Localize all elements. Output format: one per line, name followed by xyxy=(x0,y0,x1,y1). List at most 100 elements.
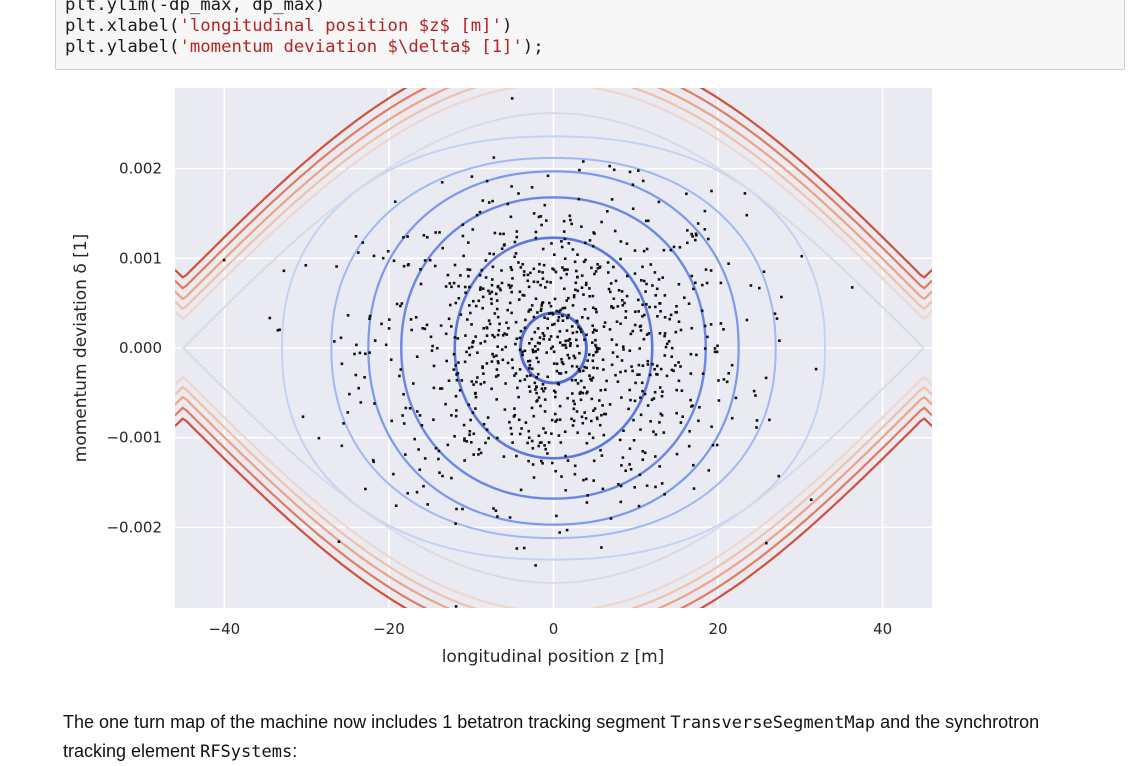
particle-point xyxy=(591,376,595,380)
particle-point xyxy=(482,327,485,330)
particle-point xyxy=(644,290,647,293)
particle-point xyxy=(576,253,579,256)
particle-point xyxy=(517,418,521,422)
particle-point xyxy=(481,287,485,290)
particle-point xyxy=(469,311,472,315)
particle-point xyxy=(340,362,344,366)
particle-point xyxy=(492,355,496,358)
particle-point xyxy=(575,365,579,368)
particle-point xyxy=(590,419,593,423)
particle-point xyxy=(549,304,553,308)
particle-point xyxy=(527,436,531,439)
outer-contour xyxy=(175,395,932,608)
particle-point xyxy=(709,269,713,272)
particle-point xyxy=(585,501,589,504)
particle-point xyxy=(651,362,654,366)
particle-point xyxy=(361,241,365,244)
particle-point xyxy=(394,504,398,507)
particle-point xyxy=(677,283,681,286)
particle-point xyxy=(570,222,573,226)
code-cell[interactable]: plt.ylim(-dp_max, dp_max) plt.xlabel('lo… xyxy=(55,0,1125,70)
particle-point xyxy=(562,268,566,272)
particle-point xyxy=(591,306,595,310)
particle-point xyxy=(419,282,423,286)
particle-point xyxy=(510,432,513,436)
particle-point xyxy=(572,419,576,423)
particle-point xyxy=(607,271,610,274)
particle-point xyxy=(696,222,700,225)
particle-point xyxy=(633,323,637,327)
particle-point xyxy=(678,246,682,249)
particle-point xyxy=(552,350,556,354)
particle-point xyxy=(704,268,708,271)
particle-point xyxy=(544,447,547,451)
particle-point xyxy=(609,517,613,520)
particle-point xyxy=(514,342,517,346)
particle-point xyxy=(653,368,656,371)
particle-point xyxy=(688,430,691,433)
particle-point xyxy=(439,387,442,390)
particle-point xyxy=(423,259,427,262)
particle-point xyxy=(431,344,434,348)
particle-point xyxy=(454,394,458,398)
particle-point xyxy=(570,325,574,328)
particle-point xyxy=(453,263,457,267)
particle-point xyxy=(660,482,664,485)
particle-point xyxy=(583,386,586,389)
particle-point xyxy=(355,343,358,347)
particle-point xyxy=(537,396,541,399)
particle-point xyxy=(578,392,581,395)
particle-point xyxy=(630,365,633,368)
particle-point xyxy=(639,329,643,332)
particle-point xyxy=(558,418,562,421)
particle-point xyxy=(542,337,545,341)
particle-point xyxy=(429,335,433,339)
particle-point xyxy=(357,386,360,390)
particle-point xyxy=(558,341,562,344)
particle-point xyxy=(477,453,480,456)
particle-point xyxy=(577,326,580,329)
particle-point xyxy=(566,396,569,400)
particle-point xyxy=(656,315,659,318)
particle-point xyxy=(510,97,514,100)
particle-point xyxy=(461,507,464,511)
particle-point xyxy=(611,351,615,354)
particle-point xyxy=(675,388,678,392)
particle-point xyxy=(474,335,477,338)
particle-point xyxy=(433,264,437,268)
particle-point xyxy=(586,359,589,362)
particle-point xyxy=(517,261,520,264)
particle-point xyxy=(531,350,535,354)
particle-point xyxy=(496,374,500,377)
particle-point xyxy=(640,381,644,385)
particle-point xyxy=(402,422,406,425)
particle-point xyxy=(622,348,625,351)
particle-point xyxy=(461,234,465,238)
particle-point xyxy=(719,281,723,285)
particle-point xyxy=(589,377,592,381)
particle-point xyxy=(681,415,684,418)
particle-point xyxy=(542,389,545,393)
particle-point xyxy=(588,295,591,298)
particle-point xyxy=(762,270,766,273)
particle-point xyxy=(601,404,604,407)
particle-point xyxy=(574,281,578,285)
particle-point xyxy=(471,411,475,414)
particle-point xyxy=(689,352,693,356)
particle-point xyxy=(581,391,585,395)
particle-point xyxy=(778,339,781,342)
particle-point xyxy=(519,329,523,333)
particle-point xyxy=(530,439,534,443)
particle-point xyxy=(625,294,629,298)
particle-point xyxy=(734,396,738,400)
particle-point xyxy=(656,373,659,376)
particle-point xyxy=(687,302,691,305)
particle-point xyxy=(628,349,632,352)
particle-point xyxy=(493,335,496,339)
particle-point xyxy=(645,303,648,306)
particle-point xyxy=(703,228,707,231)
particle-point xyxy=(401,414,404,417)
particle-point xyxy=(476,351,479,354)
particle-point xyxy=(534,297,538,300)
particle-point xyxy=(584,241,587,245)
